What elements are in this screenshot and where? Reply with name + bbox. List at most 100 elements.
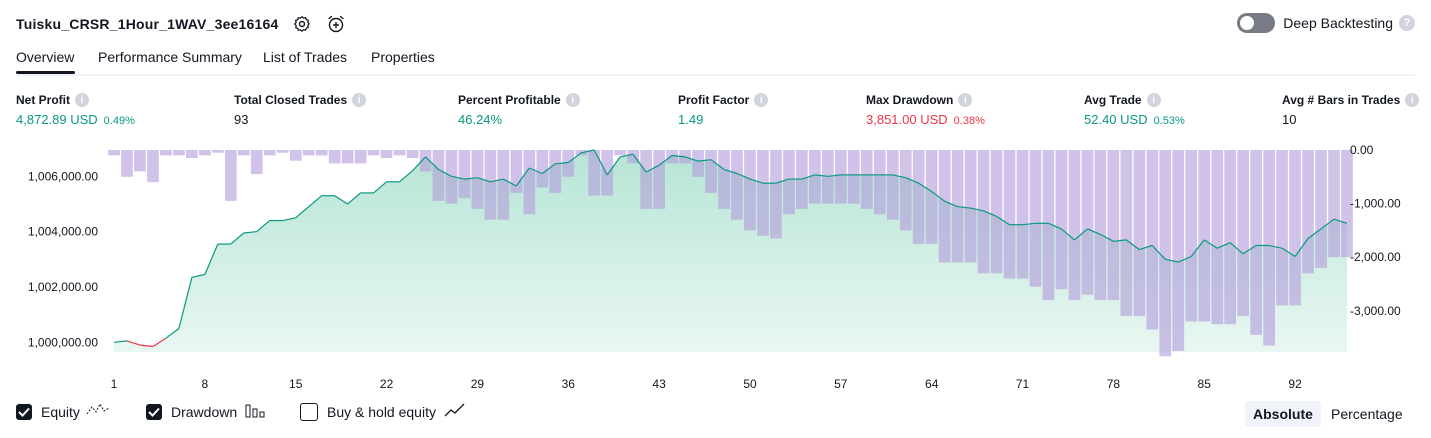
drawdown-bar — [1250, 150, 1262, 335]
equity-line-segment — [996, 215, 1010, 226]
drawdown-bar — [1107, 150, 1120, 301]
add-alert-icon[interactable] — [326, 14, 346, 34]
drawdown-bar — [990, 150, 1003, 274]
metric-value: 3,851.00 USD 0.38% — [866, 112, 985, 127]
left-axis-tick-label: 1,004,000.00 — [28, 225, 98, 239]
metric-percent: 0.53% — [1153, 115, 1185, 127]
x-axis-tick-label: 71 — [1016, 377, 1030, 391]
equity-line-segment — [684, 156, 699, 162]
drawdown-bar — [1198, 150, 1211, 322]
metric-label-text: Avg # Bars in Trades — [1282, 93, 1401, 107]
equity-line-segment — [464, 177, 478, 180]
drawdown-checkbox[interactable] — [146, 403, 162, 420]
equity-area — [114, 150, 1347, 352]
equity-line-segment — [1190, 239, 1205, 257]
drawdown-bar — [315, 150, 328, 156]
drawdown-bar — [588, 150, 601, 196]
info-icon[interactable]: i — [565, 93, 580, 107]
tab-list-of-trades[interactable]: List of Trades — [263, 49, 348, 65]
metric-profit-factor: Profit Factor i 1.49 — [678, 93, 769, 127]
drawdown-bar — [510, 150, 523, 193]
equity-line-segment — [710, 159, 725, 170]
drawdown-bar — [640, 150, 652, 209]
drawdown-bar — [653, 150, 665, 209]
metric-label: Net Profit i — [16, 93, 135, 107]
metric-value-text: 4,872.89 USD — [16, 112, 98, 127]
tab-overview[interactable]: Overview — [16, 49, 75, 65]
equity-line-segment — [1333, 218, 1348, 224]
tab-performance-summary[interactable]: Performance Summary — [98, 49, 242, 65]
metric-max-drawdown: Max Drawdown i 3,851.00 USD 0.38% — [866, 93, 985, 127]
equity-line-segment — [620, 153, 634, 158]
drawdown-bar — [1224, 150, 1236, 325]
drawdown-bar — [1185, 150, 1198, 322]
drawdown-bar — [964, 150, 977, 263]
info-icon[interactable]: i — [352, 93, 367, 107]
metric-value-text: 1.49 — [678, 112, 704, 127]
info-icon[interactable]: i — [1146, 93, 1161, 107]
equity-line-segment — [399, 170, 413, 183]
right-axis-tick-label: 0.00 — [1350, 143, 1374, 157]
drawdown-bar — [1315, 150, 1327, 268]
equity-line-segment — [165, 328, 180, 339]
drawdown-bar — [977, 150, 990, 274]
drawdown-bar — [1302, 150, 1314, 274]
metric-total-closed-trades: Total Closed Trades i 93 — [234, 93, 367, 127]
metric-label: Profit Factor i — [678, 93, 769, 107]
equity-line-segment — [243, 231, 257, 234]
equity-line-segment — [1139, 244, 1153, 251]
drawdown-bar — [1263, 150, 1275, 346]
equity-line-segment — [490, 178, 504, 183]
info-icon[interactable]: i — [75, 93, 89, 107]
left-axis-tick-label: 1,006,000.00 — [28, 169, 98, 183]
equity-line-segment — [749, 178, 764, 184]
equity-line-segment — [113, 340, 128, 343]
equity-line-segment — [438, 168, 452, 177]
equity-line-segment — [801, 174, 816, 180]
equity-line-segment — [139, 344, 153, 348]
percentage-button[interactable]: Percentage — [1331, 406, 1403, 422]
equity-line-segment — [308, 195, 323, 208]
deep-backtesting-toggle[interactable] — [1237, 13, 1276, 33]
equity-line-segment — [658, 155, 673, 166]
help-icon[interactable]: ? — [1399, 15, 1415, 31]
drawdown-bar — [666, 150, 678, 164]
drawdown-bar — [1159, 150, 1172, 357]
equity-line-segment — [593, 149, 608, 176]
equity-line-segment — [1061, 228, 1075, 241]
drawdown-bar — [886, 150, 899, 220]
metric-avg-trade: Avg Trade i 52.40 USD 0.53% — [1084, 93, 1185, 127]
right-axis-tick-label: -2,000.00 — [1350, 250, 1401, 264]
drawdown-bar — [1029, 150, 1042, 287]
metric-value-text: 10 — [1282, 112, 1297, 127]
equity-line-segment — [295, 206, 310, 219]
metric-label: Avg Trade i — [1084, 93, 1185, 107]
drawdown-bar — [847, 150, 860, 204]
tab-properties[interactable]: Properties — [371, 49, 435, 65]
drawdown-bar — [731, 150, 743, 220]
drawdown-bar — [822, 150, 834, 204]
equity-checkbox[interactable] — [16, 403, 32, 420]
equity-line-segment — [1320, 218, 1335, 230]
buy-hold-checkbox[interactable] — [300, 402, 318, 421]
drawdown-bar — [186, 150, 198, 158]
legend-buy-hold-equity[interactable]: Buy & hold equity — [300, 402, 466, 421]
absolute-button[interactable]: Absolute — [1245, 401, 1321, 427]
equity-drawdown-chart[interactable]: 1,006,000.00 1,004,000.00 1,002,000.00 1,00… — [0, 140, 1431, 400]
drawdown-bar — [627, 150, 639, 164]
legend-drawdown[interactable]: Drawdown — [146, 402, 265, 421]
equity-line-segment — [1048, 222, 1062, 230]
info-icon[interactable]: i — [958, 93, 973, 107]
settings-icon[interactable] — [292, 14, 312, 34]
equity-line-segment — [1022, 222, 1036, 226]
drawdown-bar — [1133, 150, 1146, 317]
x-axis-tick-label: 29 — [471, 377, 485, 391]
x-axis-tick-label: 64 — [925, 377, 939, 391]
metric-value: 1.49 — [678, 112, 768, 127]
drawdown-bar — [899, 150, 912, 231]
info-icon[interactable]: i — [754, 93, 769, 107]
info-icon[interactable]: i — [1405, 93, 1420, 107]
buyhold-line-icon — [444, 402, 466, 421]
legend-equity[interactable]: Equity — [16, 402, 110, 421]
drawdown-bar — [783, 150, 795, 215]
